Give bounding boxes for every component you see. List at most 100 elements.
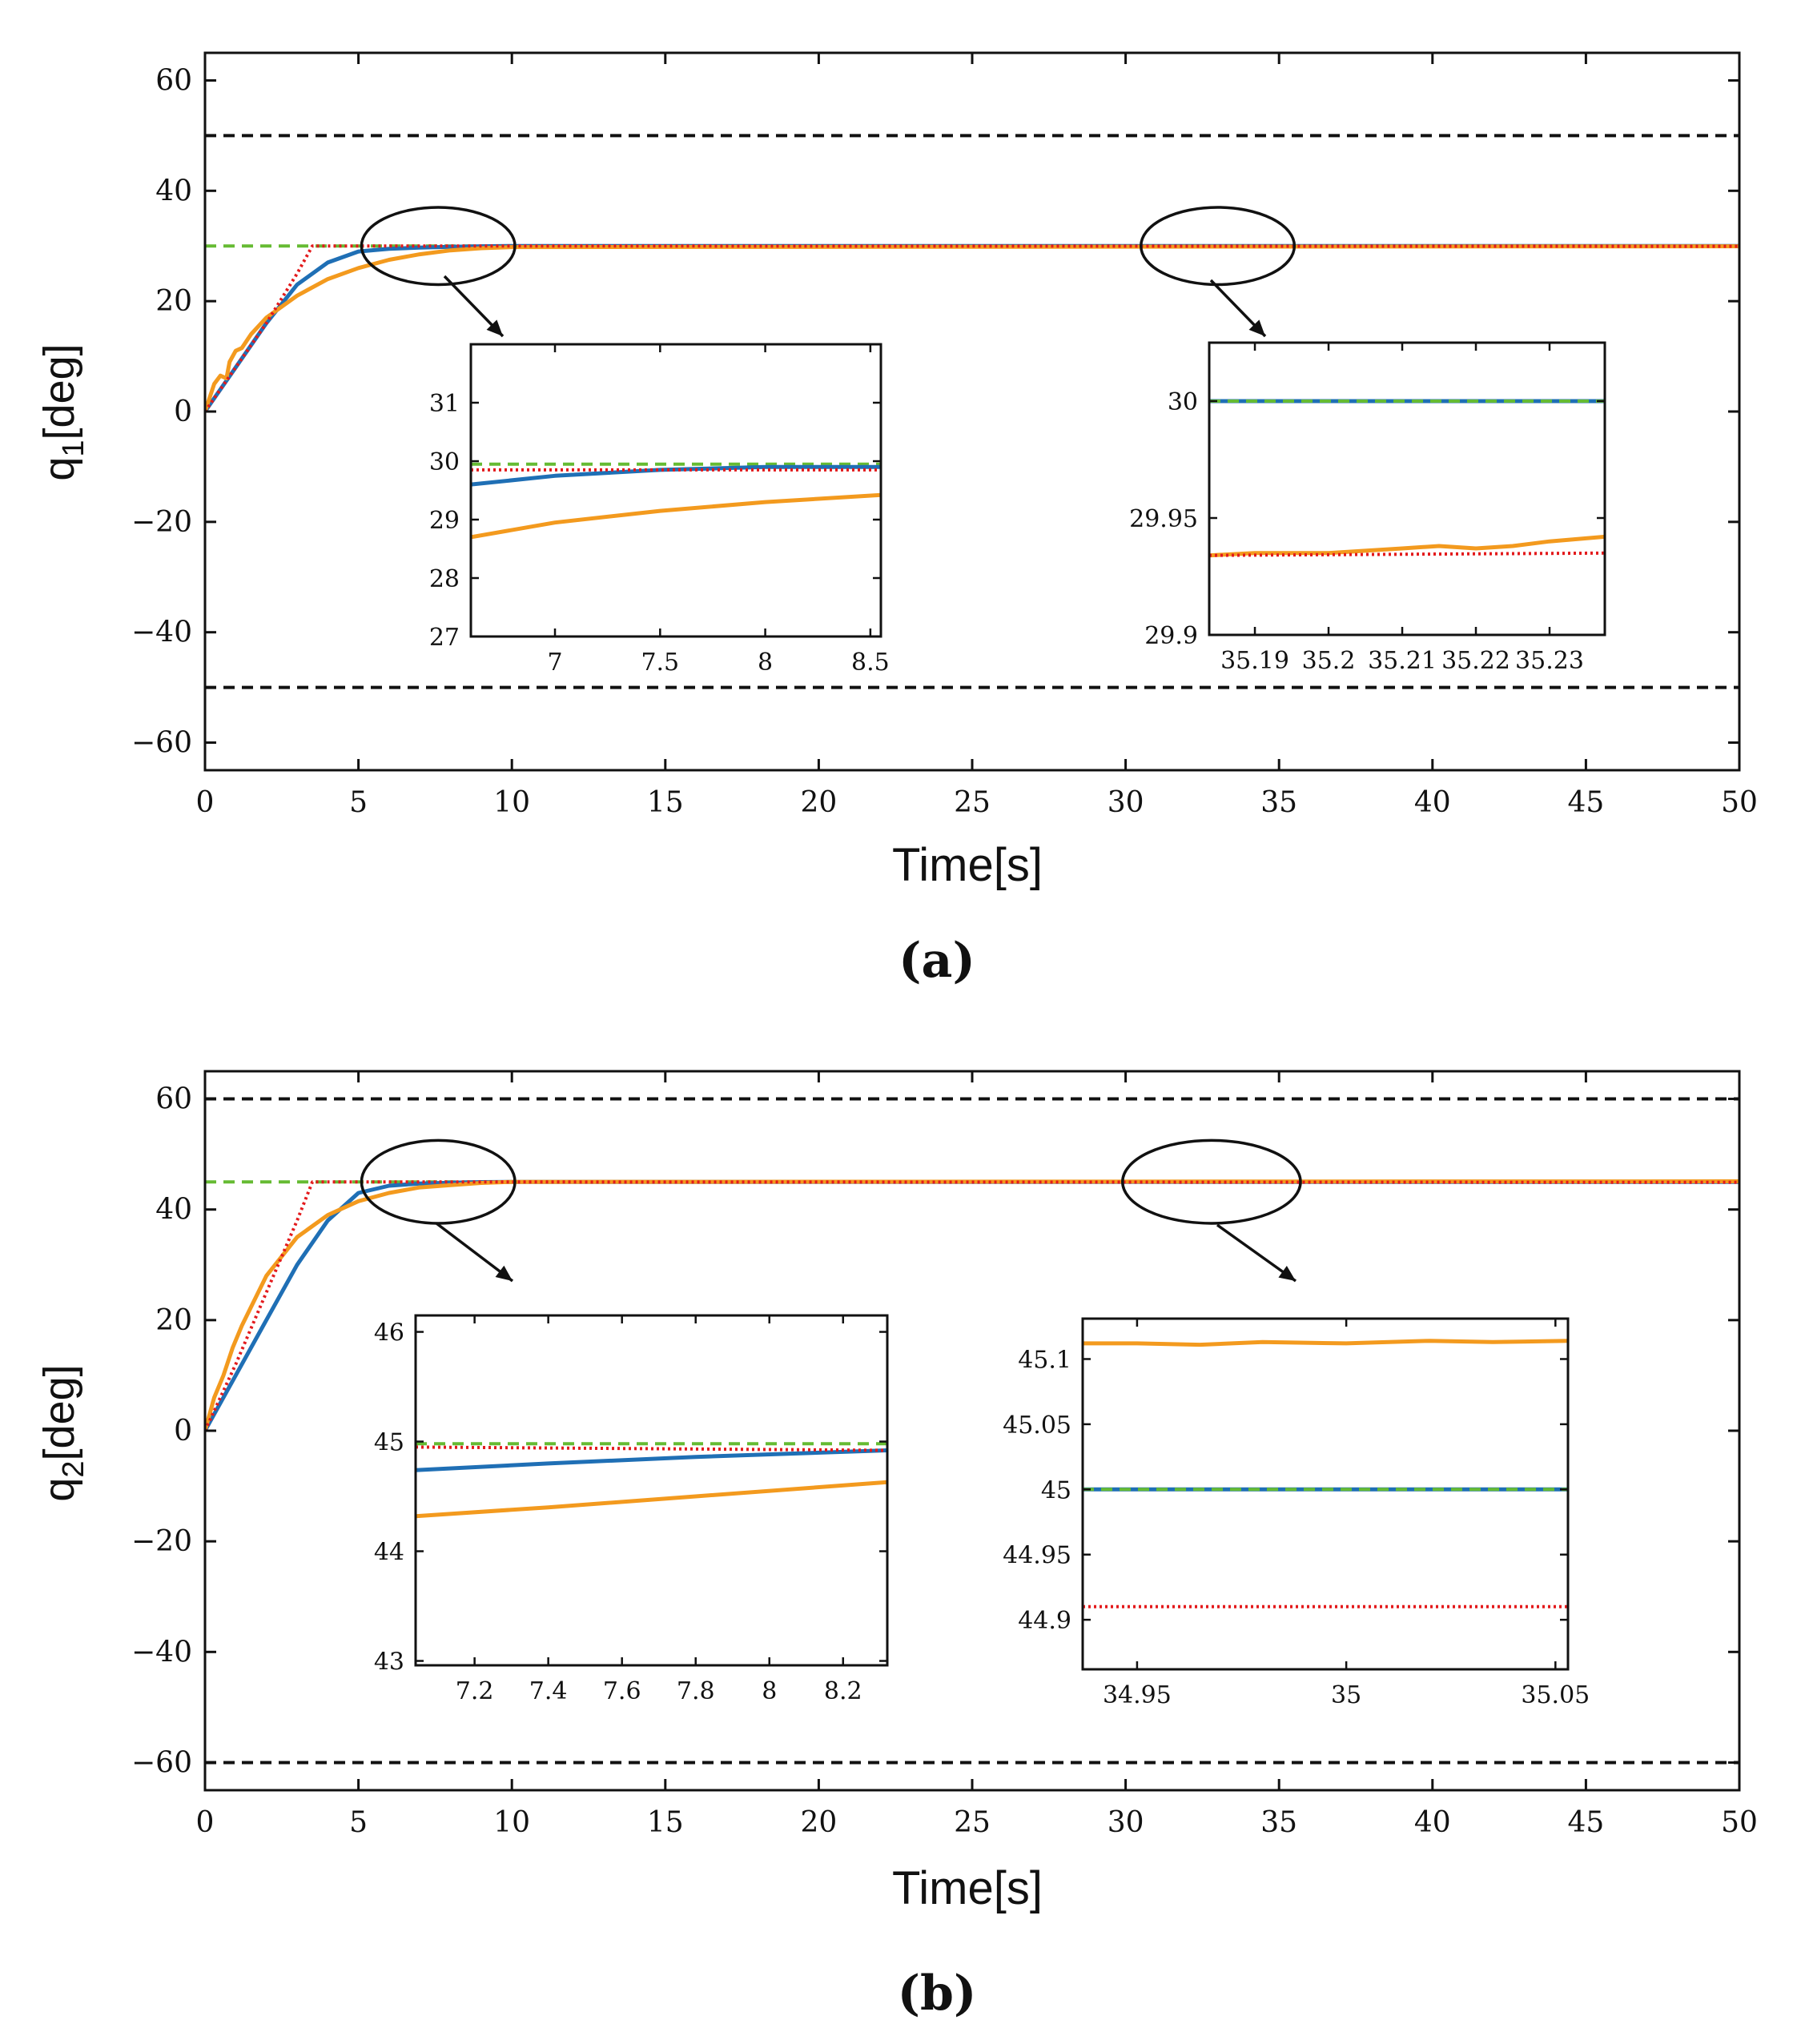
- inset-ytick-label: 30: [1168, 388, 1198, 416]
- chart-b-ytick-label: −40: [131, 1636, 192, 1669]
- chart-a-inset-2: 35.19 35.2 35.21 35.22 35.23 29.9 29.95 30: [1129, 341, 1606, 675]
- inset-ytick-label: 45.05: [1003, 1412, 1071, 1440]
- chart-b-zoom-arrowhead: [495, 1265, 513, 1281]
- chart-b-xtick-label: 50: [1721, 1806, 1758, 1839]
- chart-b-series-orange-4: [205, 1179, 1739, 1432]
- chart-b-inset-2-series-orange-0: [1083, 1339, 1568, 1347]
- inset-ytick-label: 30: [429, 448, 460, 476]
- inset-xtick-label: 7.2: [456, 1677, 494, 1705]
- chart-a-ylabel: q1[deg]: [35, 343, 90, 480]
- inset-xtick-label: 35.05: [1521, 1681, 1590, 1709]
- chart-b-xtick-label: 40: [1414, 1806, 1451, 1839]
- chart-b-xtick-label: 30: [1108, 1806, 1144, 1839]
- chart-a: q1[deg] Time[s] (a) 0 5 10 15 20 25 30 35 40 45 50…: [35, 51, 1758, 989]
- chart-b-xtick-label: 15: [647, 1806, 684, 1839]
- inset-ytick-label: 45.1: [1018, 1346, 1071, 1374]
- inset-xtick-label: 35.23: [1515, 647, 1584, 675]
- chart-a-inset-1-series-blue-1: [471, 464, 881, 487]
- chart-b-inset-bg: [1083, 1319, 1568, 1669]
- inset-ytick-label: 46: [374, 1319, 404, 1347]
- chart-b-inset-1-series-blue-1: [416, 1448, 887, 1472]
- chart-a-ytick-label: −60: [131, 727, 192, 760]
- chart-a-inset-2-series-orange-2: [1209, 534, 1605, 558]
- chart-a-inset-bg: [1209, 343, 1605, 635]
- chart-a-xtick-label: 45: [1567, 786, 1604, 819]
- chart-a-ytick-label: −20: [131, 506, 192, 539]
- chart-a-ytick-label: 40: [155, 175, 192, 207]
- inset-xtick-label: 35.2: [1302, 647, 1356, 675]
- chart-a-ytick-label: −40: [131, 616, 192, 649]
- chart-a-inset-bg: [471, 344, 881, 636]
- inset-xtick-label: 8: [762, 1677, 777, 1705]
- chart-a-xtick-label: 35: [1260, 786, 1297, 819]
- chart-b-inset-frame: [414, 1314, 889, 1667]
- chart-b-xtick-label: 35: [1260, 1806, 1297, 1839]
- chart-a-series-orange-4: [205, 244, 1739, 412]
- chart-a-series-red-dotted-5: [205, 244, 1739, 413]
- chart-a-ytick-label: 20: [155, 285, 192, 318]
- chart-a-inset-frame: [469, 343, 882, 638]
- inset-xtick-label: 34.95: [1103, 1681, 1172, 1709]
- inset-xtick-label: 7.5: [641, 649, 679, 677]
- chart-b-inset-1-series-red-dotted-3: [416, 1445, 887, 1452]
- chart-b-xtick-label: 5: [349, 1806, 368, 1839]
- chart-a-xtick-label: 15: [647, 786, 684, 819]
- chart-b-ytick-label: −60: [131, 1746, 192, 1779]
- inset-xtick-label: 7: [547, 649, 562, 677]
- inset-xtick-label: 7.6: [603, 1677, 641, 1705]
- inset-xtick-label: 35.21: [1368, 647, 1437, 675]
- chart-a-xtick-label: 10: [493, 786, 530, 819]
- inset-xtick-label: 7.8: [677, 1677, 715, 1705]
- inset-ytick-label: 44: [374, 1539, 404, 1567]
- chart-a-zoom-arrowhead: [1248, 319, 1265, 336]
- chart-b-ytick-label: −20: [131, 1525, 192, 1558]
- inset-xtick-label: 8.2: [824, 1677, 862, 1705]
- chart-a-zoom-arrowhead: [486, 319, 503, 336]
- chart-a-inset-1-series-orange-2: [471, 492, 881, 540]
- chart-b-xlabel: Time[s]: [892, 1862, 1043, 1914]
- chart-a-xlabel: Time[s]: [892, 839, 1043, 891]
- chart-b-ylabel: q2[deg]: [35, 1364, 90, 1501]
- chart-a-xtick-label: 0: [196, 786, 215, 819]
- inset-ytick-label: 43: [374, 1648, 404, 1677]
- chart-b-inset-frame: [1081, 1317, 1570, 1671]
- chart-a-xtick-label: 30: [1108, 786, 1144, 819]
- chart-b-ytick-label: 60: [155, 1083, 192, 1116]
- chart-a-ytick-label: 0: [174, 396, 192, 428]
- inset-ytick-label: 44.9: [1018, 1607, 1071, 1635]
- chart-b-inset-1: 7.2 7.4 7.6 7.8 8 8.2 43 44 45 46: [374, 1314, 889, 1705]
- inset-ytick-label: 31: [429, 390, 460, 418]
- chart-b-inset-bg: [416, 1315, 887, 1665]
- chart-b-inset-1-series-orange-2: [416, 1480, 887, 1519]
- inset-xtick-label: 7.4: [529, 1677, 568, 1705]
- chart-b-ytick-label: 20: [155, 1304, 192, 1337]
- chart-b-xtick-label: 0: [196, 1806, 215, 1839]
- chart-a-panel-label: (a): [899, 933, 975, 989]
- chart-b-panel-label: (b): [898, 1966, 977, 2022]
- chart-a-xtick-label: 50: [1721, 786, 1758, 819]
- chart-b-xtick-label: 20: [800, 1806, 837, 1839]
- chart-a-xtick-label: 25: [954, 786, 991, 819]
- chart-b-xtick-label: 25: [954, 1806, 991, 1839]
- chart-b-ytick-label: 40: [155, 1194, 192, 1227]
- inset-xtick-label: 8: [758, 649, 773, 677]
- inset-ytick-label: 29.95: [1129, 505, 1198, 533]
- inset-xtick-label: 35.19: [1220, 647, 1289, 675]
- chart-b-zoom-arrowhead: [1278, 1266, 1296, 1281]
- chart-b-inset-2: 34.95 35 35.05 44.9 44.95 45 45.05 45.1: [1003, 1317, 1590, 1709]
- chart-a-xtick-label: 5: [349, 786, 368, 819]
- chart-a-zoom-ellipse: [1140, 206, 1297, 287]
- chart-b-xtick-label: 10: [493, 1806, 530, 1839]
- inset-ytick-label: 29.9: [1144, 622, 1198, 650]
- chart-a-zoom-ellipse: [360, 206, 517, 287]
- inset-ytick-label: 45: [374, 1429, 404, 1457]
- chart-b-ytick-label: 0: [174, 1415, 192, 1448]
- inset-ytick-label: 44.95: [1003, 1542, 1071, 1570]
- chart-a-inset-1: 7 7.5 8 8.5 27 28 29 30 31: [429, 343, 890, 677]
- inset-ytick-label: 28: [429, 565, 460, 593]
- inset-xtick-label: 35: [1331, 1681, 1361, 1709]
- inset-ytick-label: 45: [1041, 1476, 1071, 1504]
- inset-ytick-label: 29: [429, 507, 460, 535]
- chart-a-ytick-label: 60: [155, 64, 192, 97]
